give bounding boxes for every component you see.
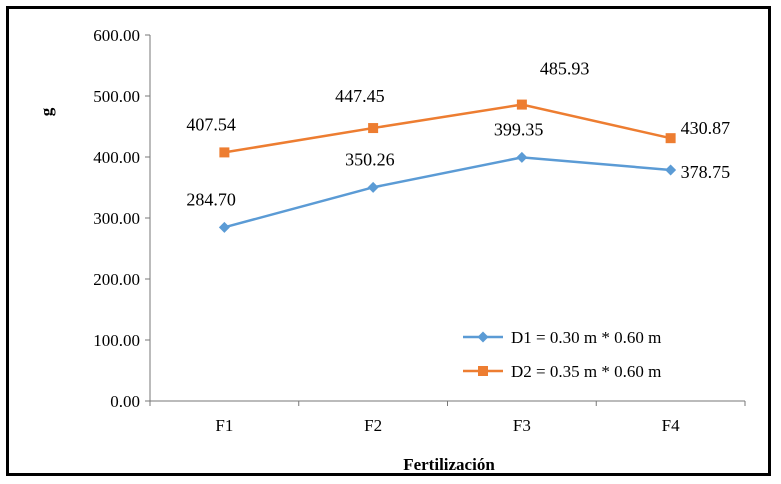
x-tick-label: F1 [215, 416, 233, 435]
data-label: 350.26 [345, 149, 395, 169]
x-tick-label: F4 [662, 416, 680, 435]
x-tick-label: F2 [364, 416, 382, 435]
y-tick-label: 500.00 [93, 87, 140, 106]
y-axis-ticks: 0.00 100.00 200.00 300.00 400.00 500.00 600.00 [93, 26, 150, 411]
y-tick-label: 200.00 [93, 270, 140, 289]
data-point [516, 151, 528, 163]
axes [149, 35, 745, 402]
y-tick-label: 0.00 [110, 392, 140, 411]
y-tick-label: 300.00 [93, 209, 140, 228]
chart-frame [6, 6, 771, 476]
data-label: 378.75 [681, 162, 731, 182]
data-label: 447.45 [335, 86, 385, 106]
data-label: 430.87 [681, 118, 731, 138]
data-point [219, 147, 230, 158]
y-axis-title: g [37, 107, 56, 116]
y-tick-label: 100.00 [93, 331, 140, 350]
legend-marker [477, 331, 489, 343]
legend-label: D1 = 0.30 m * 0.60 m [511, 328, 661, 347]
data-point [665, 133, 676, 144]
data-label: 407.54 [186, 114, 236, 134]
data-labels: 284.70 350.26 399.35 378.75 407.54 447.45 485.… [186, 59, 730, 210]
x-axis-title: Fertilización [403, 455, 495, 474]
data-label: 485.93 [540, 59, 590, 79]
y-tick-label: 600.00 [93, 26, 140, 45]
data-point [218, 221, 230, 233]
data-point [367, 181, 379, 193]
legend-marker [478, 366, 488, 376]
data-label: 399.35 [494, 119, 544, 139]
x-tick-label: F3 [513, 416, 531, 435]
data-label: 284.70 [186, 189, 236, 209]
y-tick-label: 400.00 [93, 148, 140, 167]
legend-label: D2 = 0.35 m * 0.60 m [511, 362, 661, 381]
x-axis-ticks: F1 F2 F3 F4 [149, 401, 746, 435]
data-point [516, 99, 527, 110]
series-group [218, 99, 677, 233]
series-line-1 [224, 156, 671, 229]
data-point [368, 123, 379, 134]
data-point [665, 164, 677, 176]
series-line-2 [224, 103, 671, 154]
legend: D1 = 0.30 m * 0.60 m D2 = 0.35 m * 0.60 m [463, 328, 661, 381]
